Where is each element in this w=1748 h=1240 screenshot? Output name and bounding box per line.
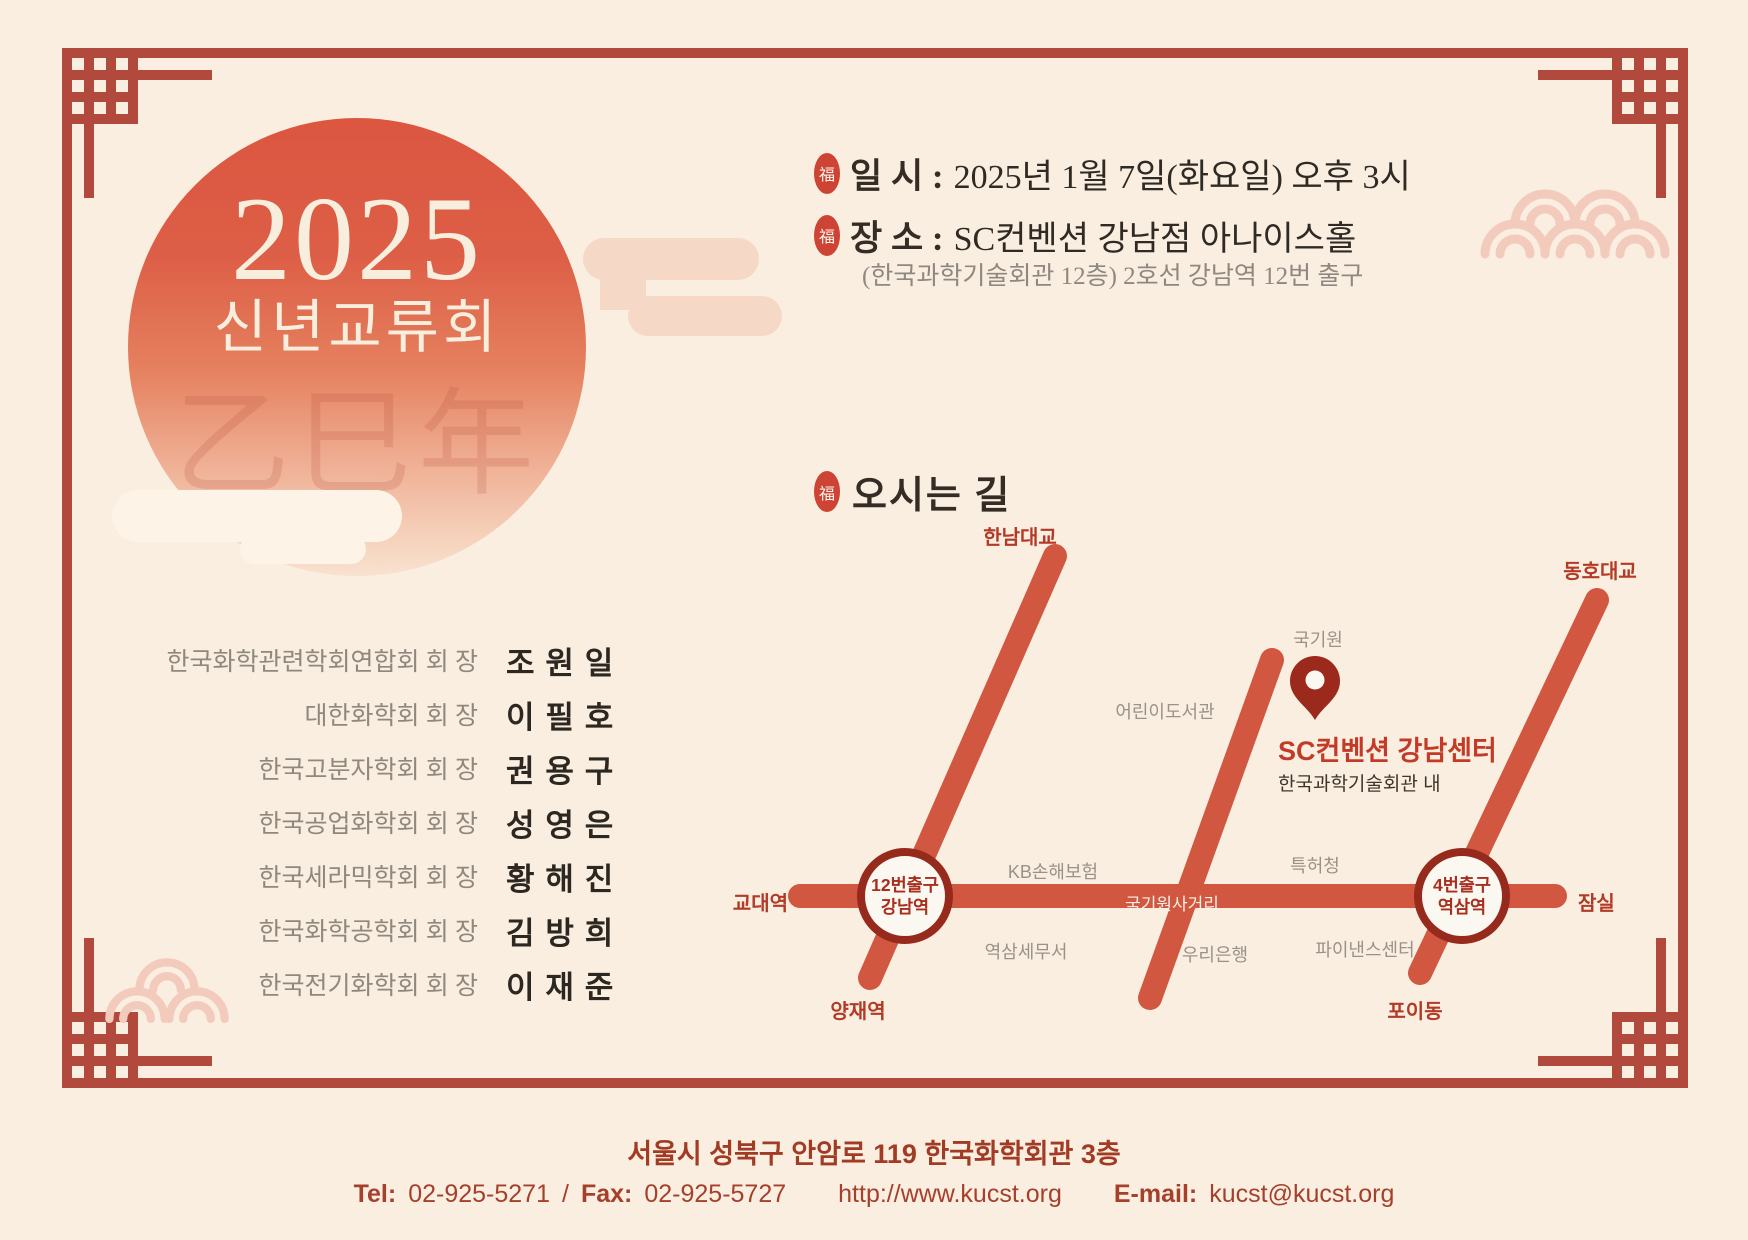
station-yeoksam-exit: 4번출구 [1433,875,1491,895]
map-label-patent: 특허청 [1290,856,1340,876]
datetime-row: 福 일 시 : 2025년 1월 7일(화요일) 오후 3시 [814,150,1411,196]
waves-top-right [1485,194,1665,254]
president-org: 한국화학공학회 회 장 [258,919,478,946]
directions-map: 한남대교 동호대교 교대역 잠실 양재역 포이동 국기원 어린이도서관 KB손해… [733,526,1637,1023]
list-item: 한국고분자학회 회 장 권용구 [140,741,624,795]
station-gangnam [857,848,953,944]
president-name: 권용구 [506,753,625,789]
map-venue-note: 한국과학기술회관 내 [1278,773,1441,795]
fax-label: Fax: [580,1180,633,1208]
map-label-children-library: 어린이도서관 [1115,702,1214,722]
venue-label: 장 소 : [850,218,944,258]
email-address: kucst@kucst.org [1209,1180,1395,1208]
fax-number: 02-925-5727 [644,1180,787,1208]
website-url: http://www.kucst.org [838,1180,1062,1208]
map-label-woori: 우리은행 [1182,945,1248,965]
map-venue-name: SC컨벤션 강남센터 [1278,736,1497,766]
list-item: 한국화학공학회 회 장 김방희 [140,903,624,957]
email-label: E-mail: [1113,1180,1198,1208]
president-org: 한국세라믹학회 회 장 [258,865,478,892]
president-name: 황해진 [506,861,625,897]
map-label-tax: 역삼세무서 [985,942,1068,962]
venue-sub-note: (한국과학기술회관 12층) 2호선 강남역 12번 출구 [862,263,1364,290]
president-name: 성영은 [506,807,625,843]
list-item: 한국공업화학회 회 장 성영은 [140,795,624,849]
president-org: 한국화학관련학회연합회 회 장 [166,649,478,676]
station-gangnam-exit: 12번출구 [871,875,939,895]
directions-title: 오시는 길 [852,475,1012,517]
list-item: 한국화학관련학회연합회 회 장 조원일 [140,633,624,687]
datetime-value: 2025년 1월 7일(화요일) 오후 3시 [953,158,1411,196]
slash-separator: / [562,1180,569,1208]
map-label-jamsil: 잠실 [1578,892,1615,915]
fu-badge-icon: 福 [814,471,840,512]
president-org: 대한화학회 회 장 [304,703,478,730]
map-label-gyodae: 교대역 [733,892,788,915]
president-org: 한국고분자학회 회 장 [258,757,478,784]
fu-badge-icon: 福 [814,152,840,194]
president-name: 이필호 [506,699,625,735]
station-yeoksam-name: 역삼역 [1438,897,1486,917]
map-label-kb: KB손해보험 [1008,862,1098,882]
cloud-peach [583,238,782,336]
map-label-finance: 파이낸스센터 [1315,940,1414,960]
map-label-yangjae: 양재역 [830,1000,885,1023]
list-item: 한국전기화학회 회 장 이재준 [140,957,624,1011]
station-yeoksam [1414,848,1510,944]
tel-label: Tel: [353,1180,397,1208]
title-event: 신년교류회 [213,295,501,360]
directions-heading: 福 오시는 길 [814,464,1011,519]
location-pin-icon [1290,656,1340,720]
map-label-crossroad: 국기원사거리 [1125,895,1219,914]
venue-value: SC컨벤션 강남점 아나이스홀 [953,220,1357,258]
venue-row: 福 장 소 : SC컨벤션 강남점 아나이스홀 [814,212,1356,258]
president-org: 한국공업화학회 회 장 [258,811,478,838]
president-name: 이재준 [506,969,625,1005]
list-item: 대한화학회 회 장 이필호 [140,687,624,741]
list-item: 한국세라믹학회 회 장 황해진 [140,849,624,903]
map-label-gukgiwon: 국기원 [1293,630,1343,650]
title-zodiac: 乙巳年 [174,382,540,510]
title-year: 2025 [231,172,483,305]
president-org: 한국전기화학회 회 장 [258,973,478,1000]
footer-contact: Tel: 02-925-5271 / Fax: 02-925-5727 http… [0,1180,1748,1209]
map-label-hannam: 한남대교 [983,526,1057,549]
title-circle: 2025 신년교류회 乙巳年 [128,118,586,576]
fu-badge-icon: 福 [814,214,840,256]
datetime-label: 일 시 : [850,156,944,196]
footer-address: 서울시 성북구 안암로 119 한국화학회관 3층 [627,1139,1121,1169]
president-name: 조원일 [506,645,625,681]
road-gukgiwon [1138,648,1284,1010]
station-gangnam-name: 강남역 [881,897,929,917]
map-label-poidong: 포이동 [1387,1000,1442,1023]
presidents-list: 한국화학관련학회연합회 회 장 조원일 대한화학회 회 장 이필호 한국고분자학… [140,633,624,1011]
president-name: 김방희 [506,915,625,951]
map-label-dongho: 동호대교 [1563,560,1637,583]
tel-number: 02-925-5271 [408,1180,550,1208]
